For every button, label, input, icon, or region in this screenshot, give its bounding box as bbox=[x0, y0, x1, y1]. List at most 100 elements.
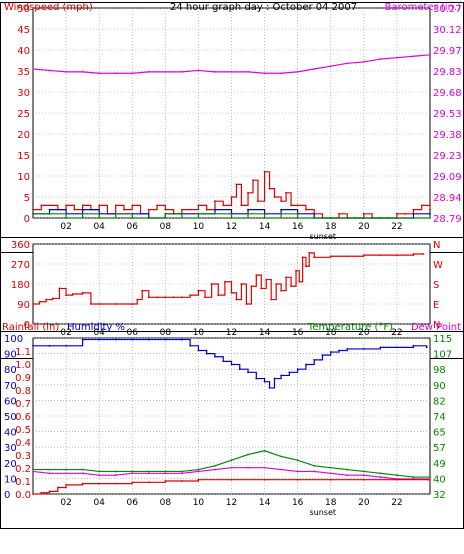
humidity-series-point bbox=[222, 360, 225, 363]
y-tick-label-right: 29.68 bbox=[433, 88, 462, 99]
gust-series-point bbox=[305, 208, 307, 211]
humidity-tick-label: 50 bbox=[4, 412, 17, 423]
gust-series-point bbox=[263, 170, 266, 173]
y-tick-label-right: 29.83 bbox=[433, 67, 462, 78]
x-tick-label: 02 bbox=[60, 222, 71, 232]
dewpoint-series-point bbox=[81, 472, 84, 475]
gust-series-point bbox=[40, 204, 43, 207]
direction-series-point bbox=[346, 255, 349, 258]
humidity-series-point bbox=[321, 354, 324, 357]
direction-series-point bbox=[223, 280, 226, 283]
dewpoint-series-point bbox=[263, 466, 266, 469]
dewpoint-series-point bbox=[32, 470, 34, 473]
x-tick-label: 06 bbox=[127, 498, 139, 508]
gust-series-point bbox=[290, 204, 292, 207]
x-tick-label: 06 bbox=[127, 222, 139, 232]
gust-series-point bbox=[268, 187, 271, 190]
dewpoint-series-point bbox=[429, 478, 431, 480]
humidity-tick-label: 0 bbox=[4, 490, 10, 501]
y-tick-label-right: 30.12 bbox=[433, 25, 462, 36]
barometer-series-point bbox=[230, 70, 233, 73]
gust-series-point bbox=[81, 204, 84, 207]
direction-series-point bbox=[329, 255, 332, 258]
gust-series-point bbox=[32, 208, 34, 211]
x-tick-label: 22 bbox=[391, 328, 402, 338]
barometer-series-point bbox=[362, 61, 365, 63]
gust-series-point bbox=[222, 204, 225, 207]
y-tick-label-left: 90 bbox=[17, 300, 30, 311]
direction-series-point bbox=[58, 287, 61, 290]
humidity-series-point bbox=[214, 355, 216, 358]
windspeed-avg-series-point bbox=[379, 217, 382, 219]
direction-series-point bbox=[245, 303, 248, 305]
temperature-series-point bbox=[48, 468, 51, 471]
dewpoint-axis-title: Dew Point bbox=[411, 322, 461, 333]
x-tick-label: 20 bbox=[358, 328, 370, 338]
rainfall-series-point bbox=[147, 481, 150, 484]
windspeed-avg-series-point bbox=[131, 217, 134, 219]
gust-series-point bbox=[214, 200, 216, 203]
direction-series-point bbox=[313, 256, 316, 259]
temperature-series-point bbox=[247, 453, 249, 456]
y-tick-label-right: 29.97 bbox=[433, 46, 462, 57]
windspeed-avg-series-point bbox=[346, 217, 349, 219]
humidity-series-point bbox=[338, 349, 340, 352]
direction-series-point bbox=[240, 283, 243, 285]
direction-series-point bbox=[172, 296, 175, 299]
barometer-series-point bbox=[214, 70, 216, 73]
humidity-series-point bbox=[313, 358, 316, 361]
x-tick-label: 04 bbox=[93, 328, 105, 338]
temperature-series-point bbox=[412, 476, 415, 478]
barometer-series-point bbox=[412, 55, 415, 58]
barometer-series-point bbox=[329, 65, 332, 68]
temperature-series-point bbox=[131, 470, 134, 473]
y-tick-label-right: N bbox=[433, 240, 440, 251]
y-tick-label-left: 25 bbox=[17, 109, 30, 120]
humidity-series-point bbox=[81, 338, 84, 341]
barometer-series-point bbox=[263, 72, 266, 75]
humidity-series-point bbox=[280, 374, 283, 377]
rainfall-series-point bbox=[40, 491, 43, 494]
rainfall-series-point bbox=[427, 478, 430, 481]
dewpoint-series-point bbox=[247, 466, 249, 469]
direction-series-point bbox=[298, 280, 301, 283]
rainfall-series-point bbox=[164, 480, 167, 482]
dewpoint-series-point bbox=[280, 468, 283, 471]
gust-series-point bbox=[235, 183, 238, 186]
y-tick-label-right: 98 bbox=[433, 365, 446, 376]
x-tick-label: 18 bbox=[325, 498, 337, 508]
dewpoint-series-point bbox=[329, 472, 332, 475]
humidity-series-point bbox=[180, 338, 183, 341]
wind-series-point bbox=[81, 208, 84, 211]
barometer-series-point bbox=[131, 72, 134, 75]
gust-series-point bbox=[147, 208, 150, 211]
sunset-label: sunset bbox=[309, 508, 336, 517]
humidity-tick-label: 40 bbox=[4, 428, 17, 439]
y-tick-label-right: W bbox=[433, 260, 443, 271]
gust-series-point bbox=[65, 204, 67, 207]
rainfall-series-point bbox=[263, 478, 266, 481]
x-tick-label: 16 bbox=[292, 328, 304, 338]
gust-series-point bbox=[412, 208, 415, 211]
temperature-series-point bbox=[429, 476, 431, 478]
dewpoint-series-point bbox=[346, 474, 349, 477]
humidity-series-point bbox=[238, 368, 241, 371]
direction-series-point bbox=[164, 296, 167, 299]
dewpoint-series-point bbox=[98, 474, 101, 477]
y-tick-label-left: 50 bbox=[17, 4, 30, 15]
wind-series-point bbox=[280, 208, 283, 211]
barometer-series-point bbox=[147, 70, 150, 73]
humidity-tick-label: 10 bbox=[4, 474, 17, 485]
barometer-series-point bbox=[429, 53, 431, 56]
temperature-series-point bbox=[164, 470, 167, 473]
rain-tick-label: 0.3 bbox=[15, 451, 31, 462]
windspeed-avg-series-point bbox=[48, 212, 51, 215]
humidity-series-point bbox=[346, 348, 349, 350]
barometer-series-point bbox=[396, 56, 398, 59]
x-tick-label: 10 bbox=[193, 498, 205, 508]
gust-series-point bbox=[338, 212, 340, 215]
gust-series-point bbox=[48, 204, 51, 207]
windspeed-avg-series-point bbox=[429, 217, 431, 219]
humidity-series-point bbox=[255, 377, 258, 380]
